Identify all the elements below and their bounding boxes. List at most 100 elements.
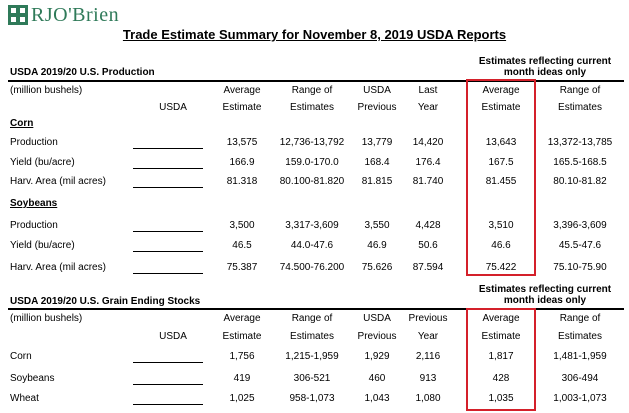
- header-range-1: Range of: [291, 85, 333, 96]
- row-label: Harv. Area (mil acres): [10, 262, 106, 273]
- header-average-1: Average: [223, 313, 261, 324]
- header-current-range-1: Range of: [559, 313, 601, 324]
- current-range-value: 1,481-1,959: [553, 351, 607, 362]
- usda-blank: [133, 231, 203, 232]
- range-value: 44.0-47.6: [290, 240, 334, 251]
- current-range-value: 306-494: [561, 373, 599, 384]
- last-value: 176.4: [415, 157, 441, 168]
- current-range-value: 80.10-81.82: [553, 176, 607, 187]
- avg-value: 46.5: [232, 240, 252, 251]
- current-avg-value: 75.422: [485, 262, 517, 273]
- last-value: 14,420: [412, 137, 444, 148]
- avg-value: 81.318: [226, 176, 258, 187]
- usda-blank: [133, 187, 203, 188]
- row-label: Production: [10, 137, 58, 148]
- header-range-2: Estimates: [290, 102, 334, 113]
- header-previous-2: Previous: [357, 102, 397, 113]
- current-estimate-highlight: [466, 308, 536, 411]
- current-avg-value: 3,510: [488, 220, 514, 231]
- header-last-1: Last: [418, 85, 438, 96]
- previous-value: 3,550: [364, 220, 390, 231]
- row-label: Production: [10, 220, 58, 231]
- corn-section-label: Corn: [10, 118, 34, 129]
- avg-value: 75.387: [226, 262, 258, 273]
- page-title: Trade Estimate Summary for November 8, 2…: [122, 27, 507, 42]
- header-average-2: Estimate: [222, 102, 262, 113]
- previous-value: 168.4: [364, 157, 390, 168]
- production-current-note-1: Estimates reflecting current: [478, 56, 612, 67]
- usda-blank: [133, 168, 203, 169]
- stocks-current-note-1: Estimates reflecting current: [478, 284, 612, 295]
- usda-blank: [133, 148, 203, 149]
- previous-value: 1,929: [364, 351, 390, 362]
- current-range-value: 13,372-13,785: [547, 137, 613, 148]
- stocks-unit: (million bushels): [10, 313, 83, 324]
- current-avg-value: 46.6: [491, 240, 511, 251]
- previous-value: 13,779: [361, 137, 393, 148]
- range-value: 159.0-170.0: [285, 157, 339, 168]
- last-value: 87.594: [412, 262, 444, 273]
- stocks-current-note-2: month ideas only: [503, 295, 587, 306]
- header-last-1: Previous: [408, 313, 448, 324]
- stocks-rule: [8, 308, 624, 310]
- header-last-2: Year: [417, 331, 439, 342]
- header-current-average-1: Average: [482, 85, 520, 96]
- current-avg-value: 1,035: [488, 393, 514, 404]
- header-previous-1: USDA: [363, 313, 391, 324]
- current-range-value: 1,003-1,073: [553, 393, 607, 404]
- last-value: 50.6: [418, 240, 438, 251]
- header-current-range-1: Range of: [559, 85, 601, 96]
- avg-value: 3,500: [229, 220, 255, 231]
- last-value: 1,080: [415, 393, 441, 404]
- last-value: 2,116: [415, 351, 441, 362]
- usda-blank: [133, 384, 203, 385]
- last-value: 4,428: [415, 220, 441, 231]
- avg-value: 166.9: [229, 157, 255, 168]
- previous-value: 1,043: [364, 393, 390, 404]
- production-heading: USDA 2019/20 U.S. Production: [10, 67, 155, 78]
- range-value: 80.100-81.820: [279, 176, 345, 187]
- row-label: Yield (bu/acre): [10, 157, 75, 168]
- current-range-value: 75.10-75.90: [553, 262, 607, 273]
- range-value: 74.500-76.200: [279, 262, 345, 273]
- avg-value: 419: [233, 373, 251, 384]
- stocks-heading: USDA 2019/20 U.S. Grain Ending Stocks: [10, 296, 201, 307]
- production-current-note-2: month ideas only: [503, 67, 587, 78]
- brand-name: RJO'Brien: [31, 3, 120, 26]
- current-range-value: 3,396-3,609: [553, 220, 607, 231]
- current-avg-value: 13,643: [485, 137, 517, 148]
- range-value: 958-1,073: [289, 393, 335, 404]
- current-avg-value: 167.5: [488, 157, 514, 168]
- rjo-logo-icon: [8, 5, 28, 25]
- row-label: Wheat: [10, 393, 39, 404]
- header-last-2: Year: [417, 102, 439, 113]
- header-previous-1: USDA: [363, 85, 391, 96]
- header-previous-2: Previous: [357, 331, 397, 342]
- header-current-average-2: Estimate: [481, 102, 521, 113]
- header-range-2: Estimates: [290, 331, 334, 342]
- header-average-2: Estimate: [222, 331, 262, 342]
- range-value: 3,317-3,609: [285, 220, 339, 231]
- previous-value: 81.815: [361, 176, 393, 187]
- current-avg-value: 81.455: [485, 176, 517, 187]
- usda-blank: [133, 362, 203, 363]
- header-current-range-2: Estimates: [558, 331, 602, 342]
- range-value: 306-521: [293, 373, 331, 384]
- brand-logo: RJO'Brien: [7, 4, 119, 26]
- header-current-average-1: Average: [482, 313, 520, 324]
- production-unit: (million bushels): [10, 85, 83, 96]
- header-usda: USDA: [159, 102, 187, 113]
- header-current-average-2: Estimate: [481, 331, 521, 342]
- previous-value: 46.9: [367, 240, 387, 251]
- range-value: 1,215-1,959: [285, 351, 339, 362]
- row-label: Soybeans: [10, 373, 55, 384]
- usda-blank: [133, 273, 203, 274]
- current-avg-value: 1,817: [488, 351, 514, 362]
- last-value: 913: [419, 373, 437, 384]
- avg-value: 13,575: [226, 137, 258, 148]
- current-range-value: 165.5-168.5: [553, 157, 607, 168]
- header-current-range-2: Estimates: [558, 102, 602, 113]
- usda-blank: [133, 404, 203, 405]
- soybeans-section-label: Soybeans: [10, 198, 58, 209]
- previous-value: 460: [368, 373, 386, 384]
